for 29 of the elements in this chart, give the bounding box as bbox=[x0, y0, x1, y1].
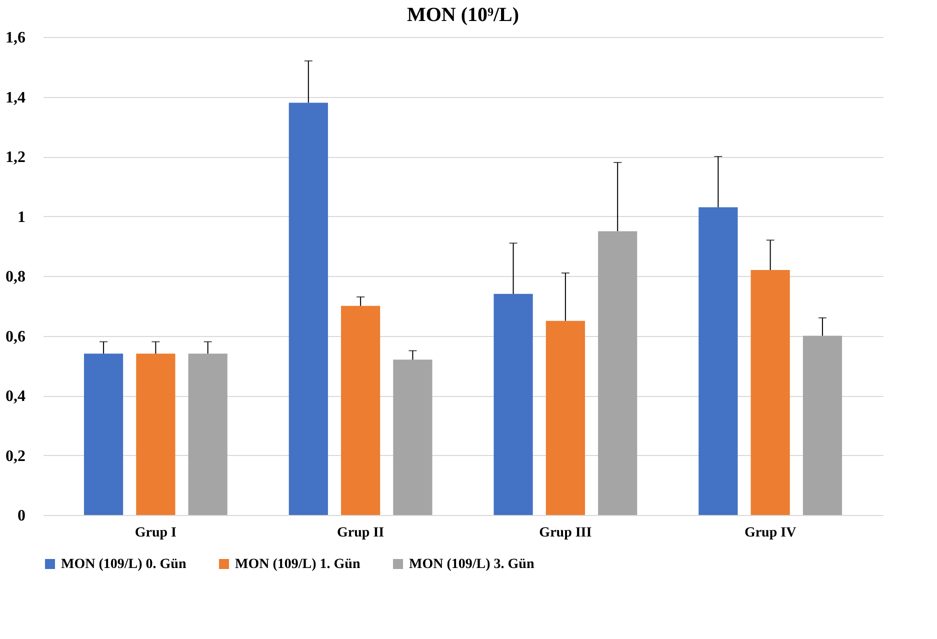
y-tick-label: 1,2 bbox=[6, 149, 26, 166]
y-tick-label: 0,4 bbox=[6, 388, 26, 405]
y-tick-label: 0,2 bbox=[6, 448, 26, 465]
bar bbox=[546, 320, 585, 515]
bar bbox=[136, 354, 176, 515]
legend-label: MON (109/L) 3. Gün bbox=[409, 557, 534, 572]
x-tick-label: Grup IV bbox=[744, 526, 796, 540]
y-tick-label: 1,4 bbox=[6, 89, 26, 106]
legend-label: MON (109/L) 0. Gün bbox=[61, 557, 186, 572]
x-tick-label: Grup I bbox=[134, 526, 176, 540]
chart-title: MON (10⁹/L) bbox=[406, 4, 520, 26]
bar bbox=[341, 306, 380, 515]
bar bbox=[84, 354, 124, 515]
bar bbox=[188, 354, 228, 515]
x-tick-label: Grup II bbox=[337, 526, 384, 540]
x-tick-label: Grup III bbox=[539, 526, 592, 540]
y-tick-label: 0,8 bbox=[6, 268, 26, 286]
bar bbox=[494, 294, 533, 515]
bar bbox=[598, 231, 638, 515]
bar bbox=[393, 360, 432, 515]
bar bbox=[802, 336, 842, 515]
bar bbox=[698, 207, 738, 515]
y-tick-label: 0,6 bbox=[6, 328, 26, 346]
legend-label: MON (109/L) 1. Gün bbox=[235, 557, 360, 572]
y-tick-label: 1 bbox=[18, 208, 26, 226]
y-tick-label: 0 bbox=[18, 508, 26, 524]
bar bbox=[288, 102, 328, 515]
y-tick-label: 1,6 bbox=[6, 30, 26, 46]
bar bbox=[750, 270, 790, 515]
